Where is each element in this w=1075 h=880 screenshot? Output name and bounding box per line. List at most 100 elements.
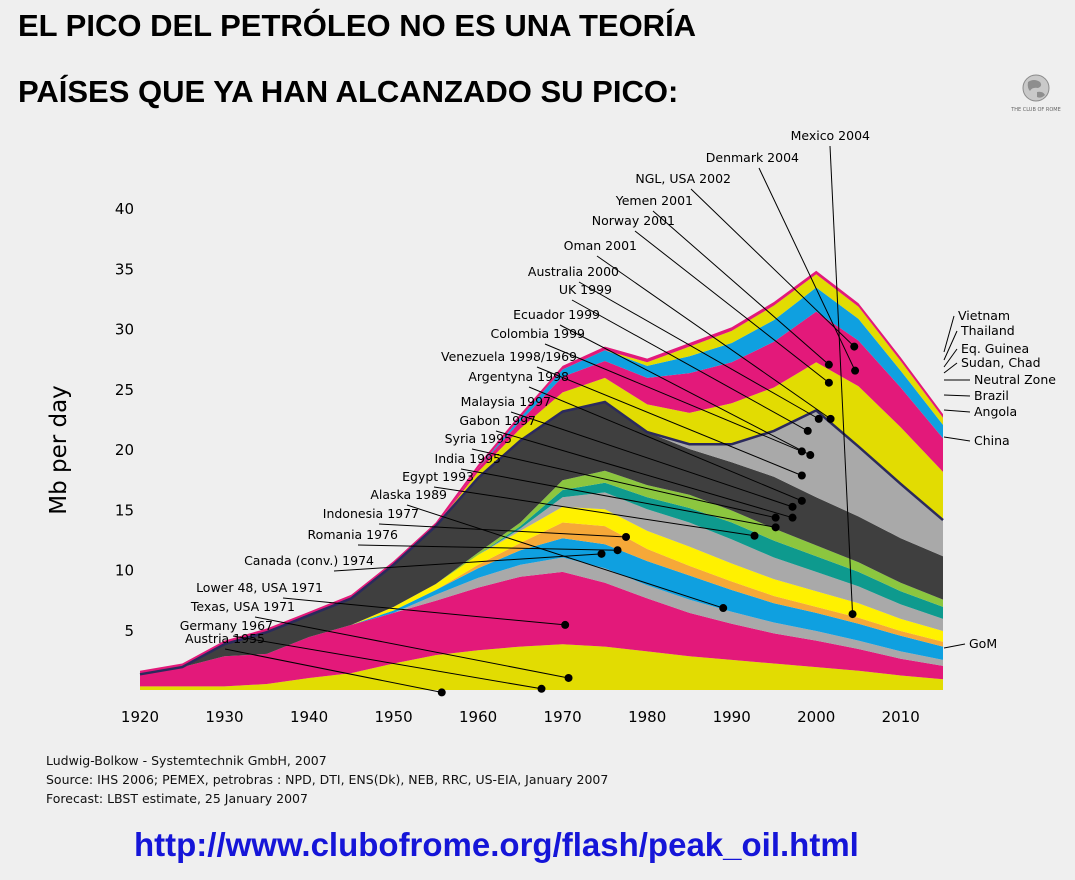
annotation-leader (571, 299, 809, 432)
annotation-dot (824, 360, 833, 369)
annotation-leader (232, 635, 542, 690)
annotation-label: Gabon 1997 (459, 413, 536, 428)
annotation-dot (564, 673, 573, 682)
annotation-dot (771, 513, 780, 522)
annotation-leader (578, 281, 819, 420)
credit-line-2: Source: IHS 2006; PEMEX, petrobras : NPD… (46, 772, 609, 787)
annotation-leader (357, 544, 618, 551)
right-label: Brazil (974, 388, 1009, 403)
annotation-label: Romania 1976 (308, 527, 398, 542)
annotation-label: Ecuador 1999 (513, 307, 600, 322)
annotation-dot (797, 496, 806, 505)
y-tick-label: 40 (115, 200, 134, 218)
annotation-leaders (224, 145, 860, 697)
club-of-rome-logo: THE CLUB OF ROME (1010, 74, 1061, 113)
annotation-label: Denmark 2004 (706, 150, 799, 165)
y-tick-label: 5 (124, 622, 134, 640)
annotation-label: India 1995 (435, 451, 501, 466)
annotation-leader (254, 616, 569, 679)
y-axis-ticks: 5 10 15 20 25 30 35 40 (115, 200, 134, 640)
credit-line-1: Ludwig-Bolkow - Systemtechnik GmbH, 2007 (46, 753, 327, 768)
y-tick-label: 20 (115, 441, 134, 459)
annotation-dot (597, 549, 606, 558)
source-url-link[interactable]: http://www.clubofrome.org/flash/peak_oil… (134, 826, 859, 863)
annotation-label: Indonesia 1977 (323, 506, 419, 521)
area-series-15 (140, 270, 943, 675)
annotation-label: Alaska 1989 (370, 487, 447, 502)
annotation-label: Canada (conv.) 1974 (244, 553, 374, 568)
annotation-leader (544, 343, 803, 452)
area-series-1 (140, 571, 943, 687)
right-leader (943, 315, 955, 353)
right-leader (943, 330, 958, 361)
annotation-dot (561, 620, 570, 629)
annotation-label: NGL, USA 2002 (635, 171, 731, 186)
area-series-3 (140, 538, 943, 675)
logo-text: THE CLUB OF ROME (1010, 107, 1061, 113)
annotation-label: Syria 1995 (445, 431, 512, 446)
annotation-label: Texas, USA 1971 (190, 599, 295, 614)
annotation-dot (788, 502, 797, 511)
area-series-7 (140, 482, 943, 675)
annotation-label: Venezuela 1998/1969 (441, 349, 577, 364)
x-tick-label: 1970 (544, 708, 582, 726)
annotation-leader (460, 468, 776, 528)
annotation-leader (536, 366, 803, 476)
annotation-dot (750, 531, 759, 540)
annotation-dot (771, 523, 780, 532)
right-leader (943, 348, 958, 368)
annotation-leader (433, 486, 755, 537)
x-tick-label: 1930 (205, 708, 243, 726)
right-label: Sudan, Chad (961, 355, 1041, 370)
annotation-dot (797, 471, 806, 480)
annotation-leader (634, 230, 830, 384)
annotation-label: Argentyna 1998 (468, 369, 569, 384)
x-tick-label: 1940 (290, 708, 328, 726)
right-label: Eq. Guinea (961, 341, 1029, 356)
annotation-dot (851, 366, 860, 375)
annotation-dot (613, 546, 622, 555)
annotation-leader (652, 210, 830, 366)
annotation-leader (224, 648, 442, 693)
annotation-label: Australia 2000 (528, 264, 619, 279)
right-label: Angola (974, 404, 1017, 419)
annotation-label: Egypt 1993 (402, 469, 474, 484)
annotation-leader (829, 145, 854, 615)
annotation-dot (788, 513, 797, 522)
annotation-label: Lower 48, USA 1971 (196, 580, 323, 595)
annotation-label: Mexico 2004 (791, 128, 870, 143)
annotation-dot (850, 342, 859, 351)
annotation-dot (797, 447, 806, 456)
credit-line-3: Forecast: LBST estimate, 25 January 2007 (46, 791, 308, 806)
annotation-leader (495, 430, 793, 519)
area-series-5 (140, 506, 943, 675)
annotation-dot (824, 378, 833, 387)
area-series-14 (140, 274, 943, 675)
annotation-label: UK 1999 (559, 282, 612, 297)
right-label: China (974, 433, 1010, 448)
page-subtitle: PAÍSES QUE YA HAN ALCANZADO SU PICO: (18, 74, 679, 109)
right-label: Neutral Zone (974, 372, 1056, 387)
area-series-0 (140, 644, 943, 690)
annotation-leader (333, 553, 602, 572)
y-tick-label: 35 (115, 260, 134, 278)
annotation-leader (378, 523, 627, 538)
area-series-12 (140, 311, 943, 675)
annotation-labels: Mexico 2004 Denmark 2004 NGL, USA 2002 Yeme… (180, 128, 870, 646)
annotation-leader (596, 255, 831, 420)
area-series-4 (140, 522, 943, 675)
x-tick-label: 1960 (459, 708, 497, 726)
stacked-areas (139, 270, 944, 690)
annotation-dot (719, 604, 728, 613)
area-series-9 (140, 402, 943, 675)
annotation-dot (622, 532, 631, 541)
y-tick-label: 25 (115, 381, 134, 399)
right-leader (943, 394, 971, 397)
annotation-dot (437, 688, 446, 697)
annotation-dot (826, 414, 835, 423)
x-tick-label: 1980 (628, 708, 666, 726)
right-label: Thailand (960, 323, 1015, 338)
area-series-13 (140, 287, 943, 675)
annotation-dot (537, 684, 546, 693)
